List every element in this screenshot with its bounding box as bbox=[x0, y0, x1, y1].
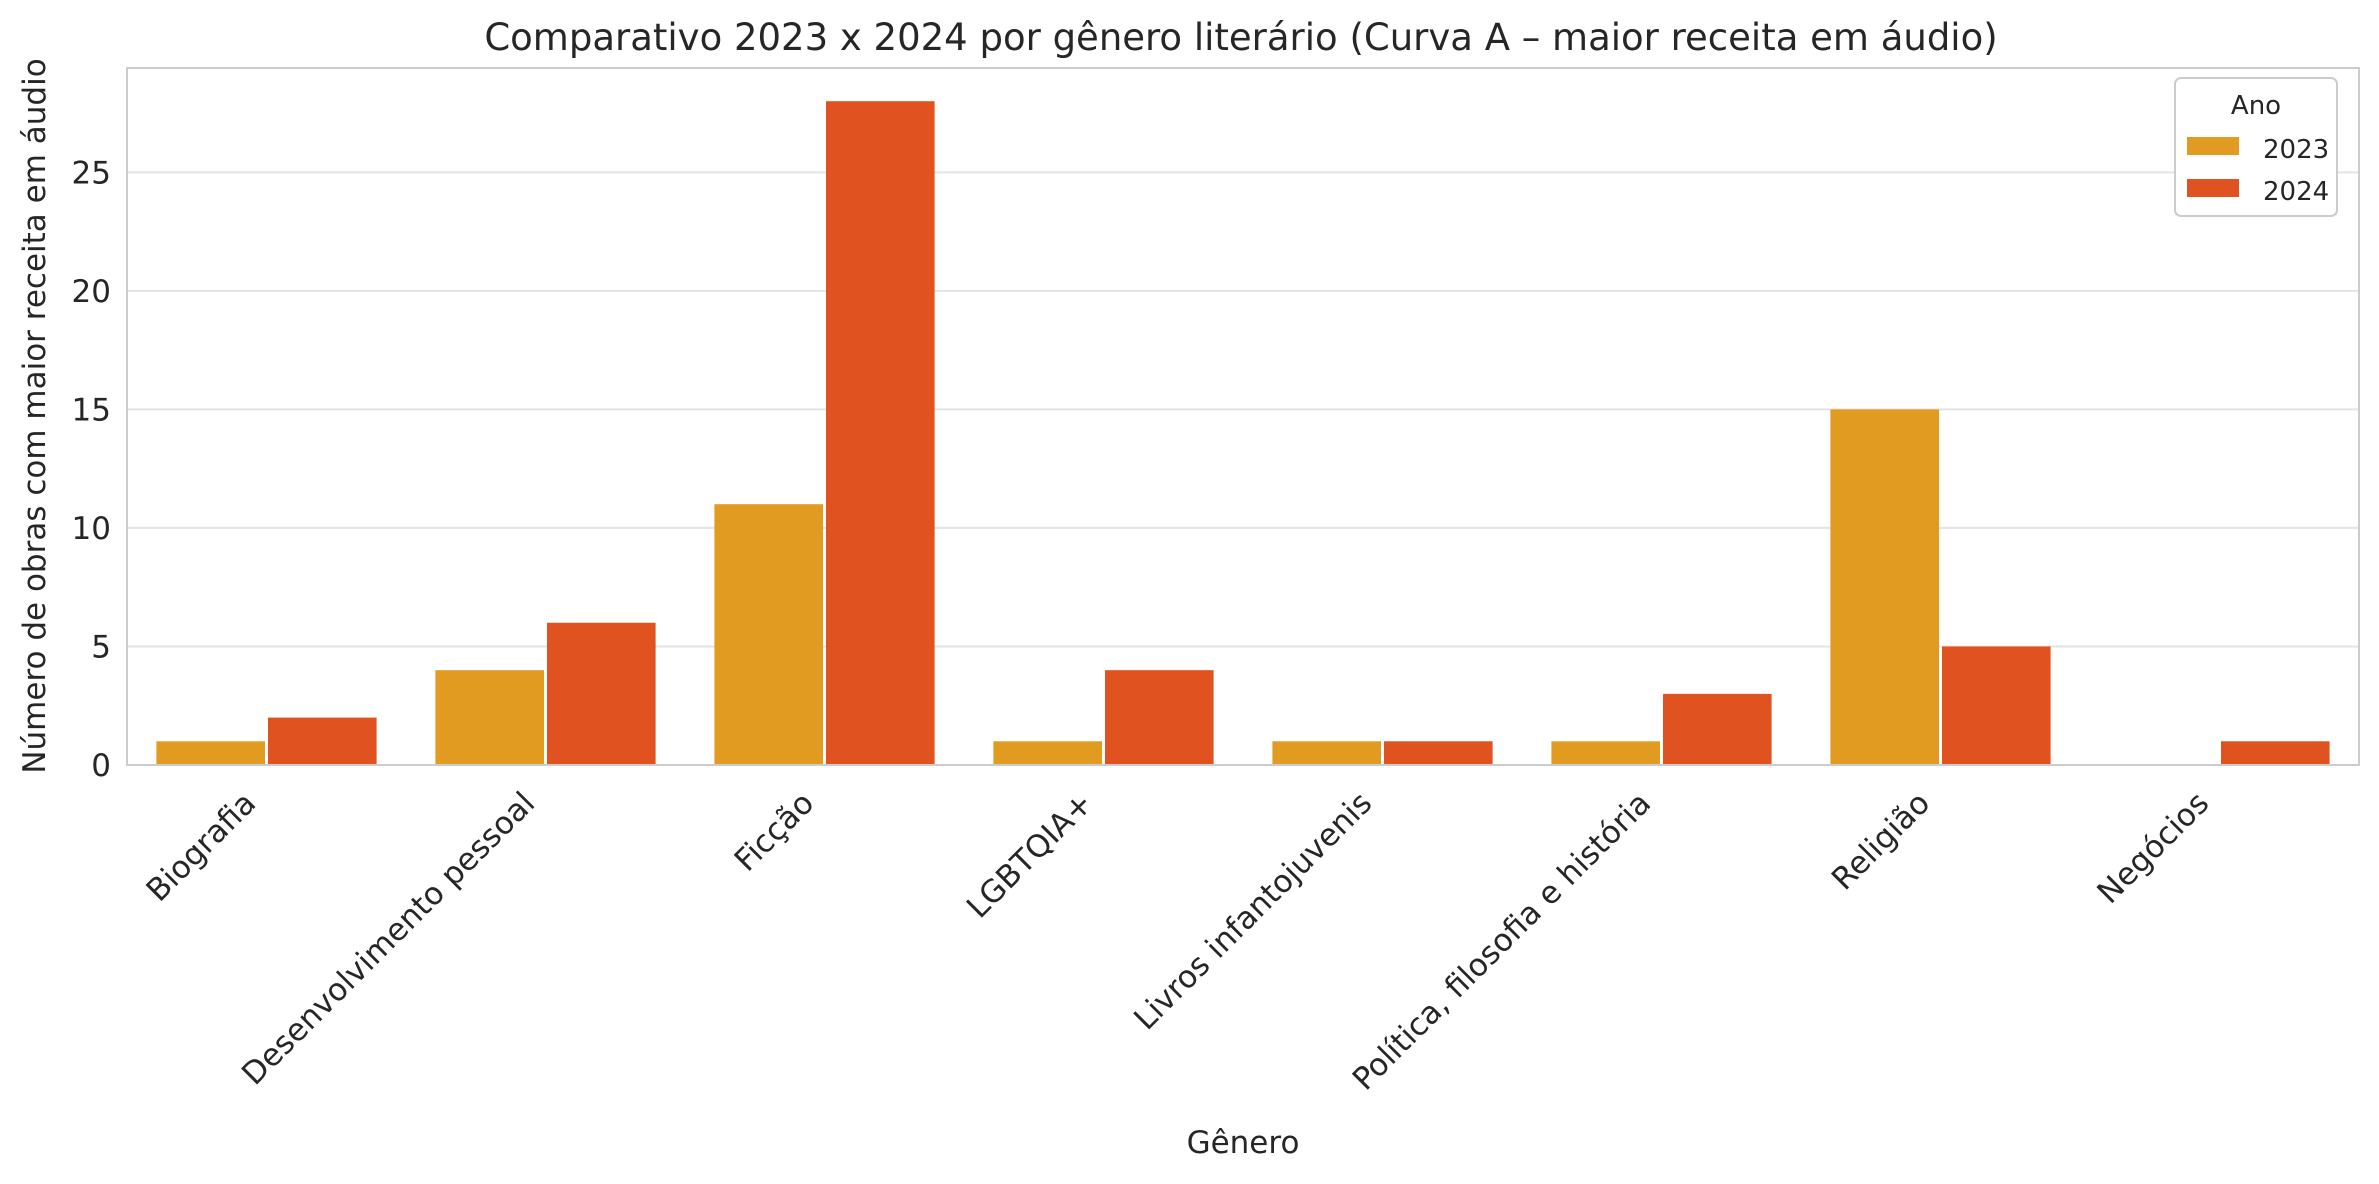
x-tick-label: Desenvolvimento pessoal bbox=[235, 785, 542, 1092]
bars bbox=[156, 101, 2330, 765]
x-tick-label: Negócios bbox=[2091, 785, 2217, 911]
y-tick-label: 25 bbox=[72, 155, 111, 191]
x-tick-label: LGBTQIA+ bbox=[960, 785, 1100, 925]
bar-2023-1 bbox=[435, 670, 544, 765]
bar-2024-0 bbox=[268, 717, 377, 765]
chart-title: Comparativo 2023 x 2024 por gênero liter… bbox=[484, 16, 1997, 59]
x-tick-label: Biografia bbox=[140, 785, 264, 909]
bar-2024-3 bbox=[1105, 670, 1214, 765]
bar-2023-0 bbox=[156, 741, 265, 765]
x-axis-label: Gênero bbox=[1187, 1125, 1300, 1161]
plot-frame bbox=[126, 67, 2360, 766]
bar-2024-4 bbox=[1384, 741, 1493, 765]
bar-2023-5 bbox=[1551, 741, 1660, 765]
legend-swatch-2024 bbox=[2187, 179, 2239, 197]
legend-swatch-2023 bbox=[2187, 137, 2239, 155]
bar-2024-2 bbox=[826, 101, 935, 765]
x-tick-label: Ficção bbox=[728, 785, 822, 879]
legend: Ano 2023 2024 bbox=[2174, 77, 2338, 217]
bar-2023-3 bbox=[993, 741, 1102, 765]
legend-label-2023: 2023 bbox=[2263, 135, 2329, 165]
y-axis-label: Número de obras com maior receita em áud… bbox=[17, 58, 53, 773]
bar-2023-4 bbox=[1272, 741, 1381, 765]
legend-label-2024: 2024 bbox=[2263, 177, 2329, 207]
bar-2023-6 bbox=[1830, 409, 1939, 765]
y-tick-label: 0 bbox=[91, 748, 111, 784]
x-tick-label: Religião bbox=[1825, 785, 1937, 897]
y-tick-label: 5 bbox=[91, 629, 111, 665]
bar-2024-1 bbox=[547, 622, 656, 765]
x-tick-label: Livros infantojuvenis bbox=[1127, 785, 1379, 1037]
bar-2024-5 bbox=[1663, 693, 1772, 765]
legend-title: Ano bbox=[2231, 91, 2281, 121]
bar-2024-6 bbox=[1942, 646, 2051, 765]
y-tick-label: 15 bbox=[72, 392, 111, 428]
x-tick-label: Política, filosofia e história bbox=[1346, 785, 1658, 1097]
y-axis-ticks: 0 5 10 15 20 25 bbox=[72, 155, 111, 784]
bar-2023-2 bbox=[714, 504, 823, 765]
y-tick-label: 20 bbox=[72, 274, 111, 310]
y-tick-label: 10 bbox=[72, 511, 111, 547]
bar-2024-7 bbox=[2221, 741, 2330, 765]
